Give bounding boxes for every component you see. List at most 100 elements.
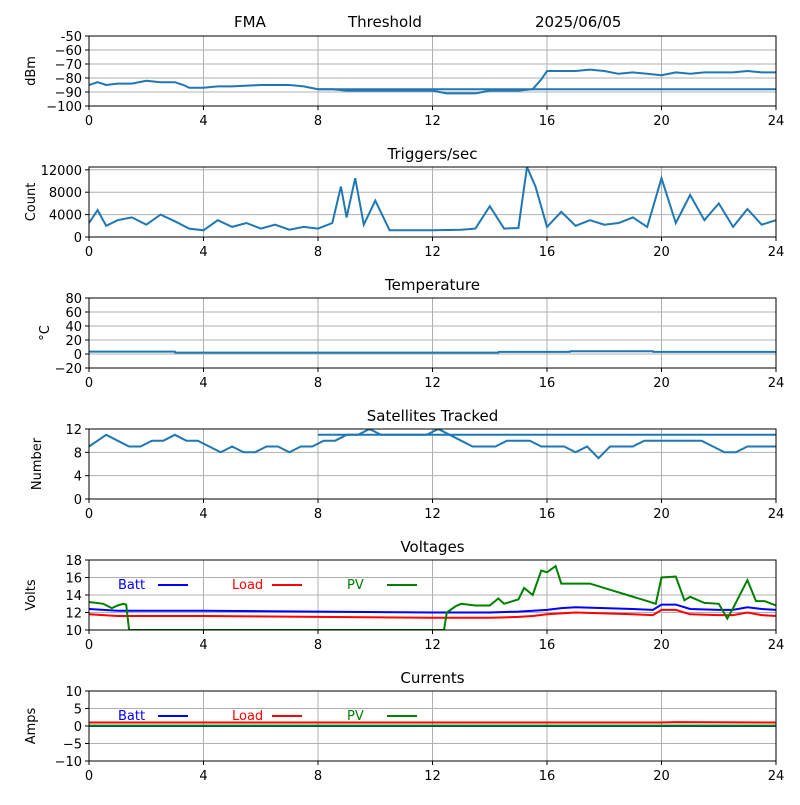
y-tick-label: 0 bbox=[74, 231, 82, 246]
x-tick-label: 20 bbox=[653, 114, 670, 129]
x-tick-label: 4 bbox=[199, 245, 207, 260]
panel-title: Triggers/sec bbox=[387, 145, 478, 163]
header-station: FMA bbox=[234, 13, 267, 31]
y-tick-label: 60 bbox=[65, 306, 82, 321]
y-tick-label: −20 bbox=[55, 362, 82, 377]
x-tick-label: 0 bbox=[85, 376, 93, 391]
y-tick-label: 14 bbox=[65, 589, 82, 604]
header-date: 2025/06/05 bbox=[535, 13, 621, 31]
x-tick-label: 24 bbox=[768, 114, 785, 129]
x-tick-label: 8 bbox=[314, 638, 322, 653]
x-tick-label: 16 bbox=[539, 507, 556, 522]
figure-header: FMA Threshold 2025/06/05 bbox=[234, 13, 621, 31]
x-tick-label: 16 bbox=[539, 114, 556, 129]
legend-label: Batt bbox=[118, 709, 145, 724]
panel-title: Satellites Tracked bbox=[367, 407, 498, 425]
y-axis-label: Number bbox=[30, 437, 45, 490]
y-tick-label: 4000 bbox=[49, 209, 82, 224]
x-tick-label: 12 bbox=[424, 507, 441, 522]
y-tick-label: -50 bbox=[61, 30, 82, 45]
x-tick-label: 0 bbox=[85, 245, 93, 260]
x-tick-label: 20 bbox=[653, 769, 670, 784]
x-tick-label: 4 bbox=[199, 638, 207, 653]
x-tick-label: 12 bbox=[424, 769, 441, 784]
y-tick-label: −10 bbox=[55, 755, 82, 770]
x-tick-label: 24 bbox=[768, 245, 785, 260]
y-tick-label: 20 bbox=[65, 334, 82, 349]
x-tick-label: 0 bbox=[85, 769, 93, 784]
y-axis-label: dBm bbox=[24, 56, 39, 86]
y-tick-label: 8 bbox=[74, 446, 82, 461]
x-tick-label: 0 bbox=[85, 114, 93, 129]
x-tick-label: 20 bbox=[653, 376, 670, 391]
x-tick-label: 16 bbox=[539, 638, 556, 653]
panel-title: Currents bbox=[400, 669, 464, 687]
y-tick-label: −80 bbox=[55, 72, 82, 87]
y-tick-label: 4 bbox=[74, 470, 82, 485]
x-tick-label: 16 bbox=[539, 769, 556, 784]
y-tick-label: 10 bbox=[65, 685, 82, 700]
x-tick-label: 4 bbox=[199, 114, 207, 129]
y-tick-label: 12 bbox=[65, 607, 82, 622]
legend-entry-pv: PV bbox=[347, 578, 417, 593]
y-tick-label: 0 bbox=[74, 348, 82, 363]
x-tick-label: 24 bbox=[768, 507, 785, 522]
panel-1: 0 4 8 12 16 20 24 0 4000 8000 12000 Triggers/sec Cou… bbox=[24, 145, 784, 260]
legend-label: Batt bbox=[118, 578, 145, 593]
header-label: Threshold bbox=[347, 13, 422, 31]
legend-label: PV bbox=[347, 578, 364, 593]
x-tick-label: 4 bbox=[199, 376, 207, 391]
legend-label: PV bbox=[347, 709, 364, 724]
y-tick-label: 12 bbox=[65, 423, 82, 438]
x-tick-label: 24 bbox=[768, 376, 785, 391]
y-tick-label: −70 bbox=[55, 58, 82, 73]
y-tick-label: 0 bbox=[74, 493, 82, 508]
panel-4: 0 4 8 12 16 20 24 10 12 14 16 18 Voltages Volts Batt Lo… bbox=[24, 538, 784, 653]
x-tick-label: 8 bbox=[314, 376, 322, 391]
x-tick-label: 8 bbox=[314, 245, 322, 260]
x-tick-label: 24 bbox=[768, 769, 785, 784]
y-axis-label: Amps bbox=[24, 707, 39, 744]
y-tick-label: 5 bbox=[74, 703, 82, 718]
y-axis-label: °C bbox=[38, 325, 53, 341]
x-tick-label: 12 bbox=[424, 245, 441, 260]
y-tick-label: 10 bbox=[65, 624, 82, 639]
y-tick-label: 16 bbox=[65, 572, 82, 587]
y-tick-label: 0 bbox=[74, 720, 82, 735]
y-tick-label: −60 bbox=[55, 44, 82, 59]
y-axis-label: Volts bbox=[24, 579, 39, 611]
x-tick-label: 20 bbox=[653, 638, 670, 653]
y-axis-label: Count bbox=[24, 183, 39, 222]
panel-title: Voltages bbox=[400, 538, 464, 556]
panel-3: 0 4 8 12 16 20 24 0 4 8 12 Satellites Tracked Number bbox=[30, 407, 784, 522]
x-tick-label: 12 bbox=[424, 114, 441, 129]
y-tick-label: 18 bbox=[65, 554, 82, 569]
x-tick-label: 0 bbox=[85, 507, 93, 522]
legend-label: Load bbox=[232, 709, 263, 724]
panel-title: Temperature bbox=[384, 276, 480, 294]
y-tick-label: 8000 bbox=[49, 186, 82, 201]
x-tick-label: 8 bbox=[314, 769, 322, 784]
y-tick-label: −5 bbox=[63, 738, 82, 753]
x-tick-label: 20 bbox=[653, 507, 670, 522]
y-tick-label: −90 bbox=[55, 86, 82, 101]
y-tick-label: −100 bbox=[46, 100, 82, 115]
x-tick-label: 16 bbox=[539, 376, 556, 391]
x-tick-label: 12 bbox=[424, 376, 441, 391]
y-tick-label: 40 bbox=[65, 320, 82, 335]
x-tick-label: 0 bbox=[85, 638, 93, 653]
x-tick-label: 24 bbox=[768, 638, 785, 653]
legend-label: Load bbox=[232, 578, 263, 593]
x-tick-label: 4 bbox=[199, 507, 207, 522]
x-tick-label: 8 bbox=[314, 507, 322, 522]
x-tick-label: 16 bbox=[539, 245, 556, 260]
y-tick-label: 12000 bbox=[41, 164, 82, 179]
y-tick-label: 80 bbox=[65, 292, 82, 307]
x-tick-label: 20 bbox=[653, 245, 670, 260]
x-tick-label: 12 bbox=[424, 638, 441, 653]
